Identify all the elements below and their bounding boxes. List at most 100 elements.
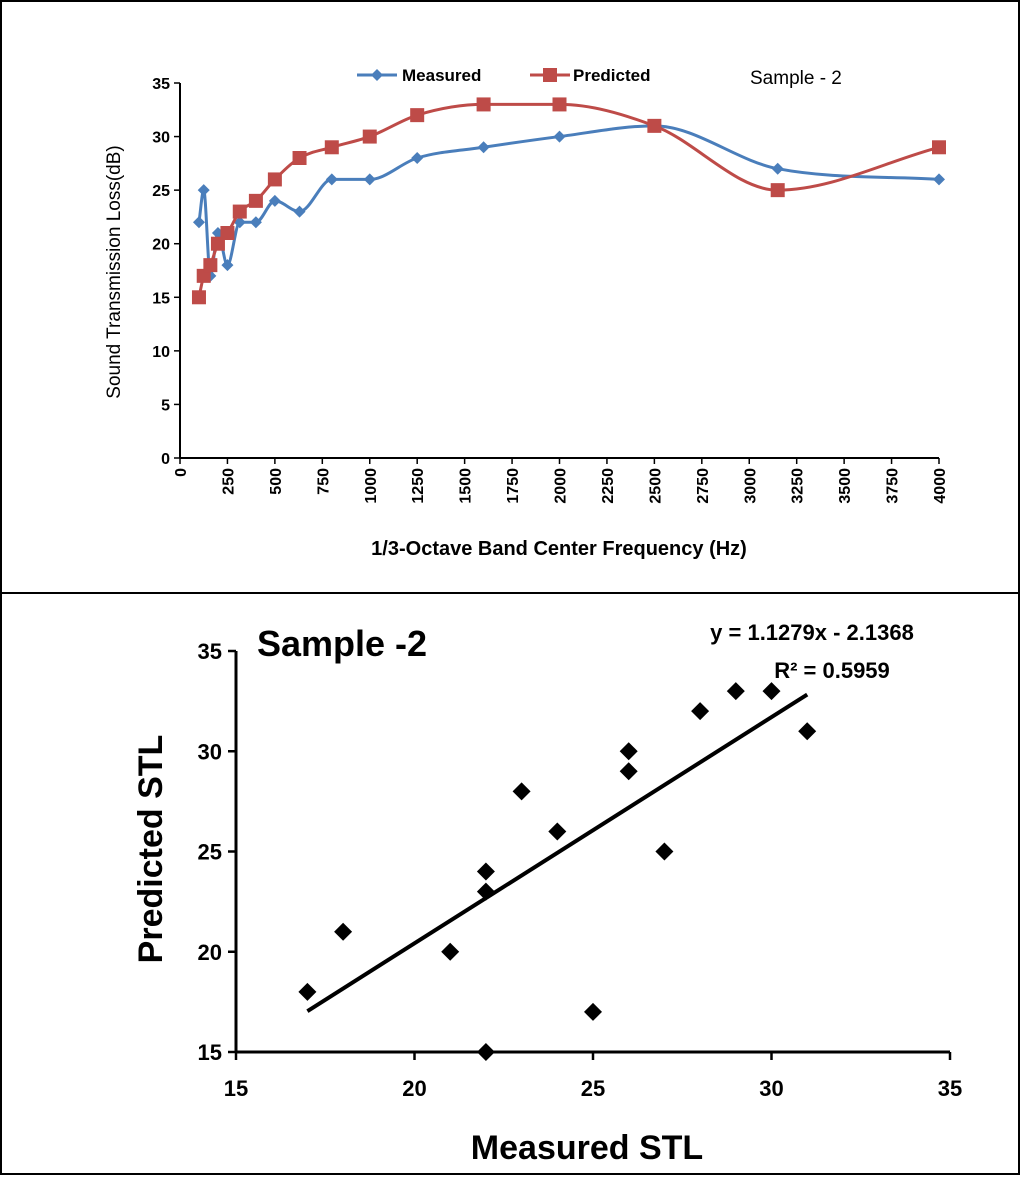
data-point-measured xyxy=(553,130,566,143)
data-point xyxy=(512,782,531,801)
y-axis-title: Sound Transmission Loss(dB) xyxy=(104,145,125,398)
data-point-predicted xyxy=(476,97,491,112)
x-tick-label: 750 xyxy=(315,468,332,495)
data-point-predicted xyxy=(191,290,206,305)
trendline xyxy=(306,692,809,1013)
data-point xyxy=(619,742,638,761)
y-tick-label: 0 xyxy=(161,451,170,468)
data-point-predicted xyxy=(770,183,785,198)
data-point-measured xyxy=(771,162,784,175)
data-point xyxy=(334,922,353,941)
data-point-measured xyxy=(233,216,246,229)
data-point-predicted xyxy=(552,97,567,112)
y-tick-label: 35 xyxy=(198,639,222,664)
data-point-predicted xyxy=(203,258,218,273)
data-point-measured xyxy=(197,184,210,197)
data-point-predicted xyxy=(232,204,247,219)
data-point-predicted xyxy=(196,268,211,283)
data-point-measured xyxy=(933,173,945,186)
data-point xyxy=(655,842,674,861)
x-tick-label: 1000 xyxy=(363,468,380,504)
legend-marker-measured xyxy=(371,69,383,81)
data-point-predicted xyxy=(220,226,235,240)
x-tick-label: 35 xyxy=(938,1076,962,1101)
x-tick-label: 1250 xyxy=(410,468,427,504)
y-tick-label: 15 xyxy=(152,290,170,307)
x-tick-label: 2250 xyxy=(600,468,617,504)
legend-label-measured: Measured xyxy=(402,66,481,85)
y-axis-title: Predicted STL xyxy=(132,735,170,964)
y-tick-label: 25 xyxy=(152,183,170,200)
y-tick-label: 30 xyxy=(152,130,170,147)
data-point-measured xyxy=(192,216,205,229)
y-tick-label: 30 xyxy=(198,739,222,764)
data-point-predicted xyxy=(324,140,339,155)
data-point xyxy=(762,682,781,701)
data-point xyxy=(476,1043,495,1061)
x-tick-label: 30 xyxy=(759,1076,783,1101)
data-point-measured xyxy=(249,216,262,229)
data-point xyxy=(441,942,460,961)
data-point xyxy=(548,822,567,841)
data-point-measured xyxy=(411,152,424,164)
data-point-predicted xyxy=(248,193,263,208)
legend-label-predicted: Predicted xyxy=(573,66,650,85)
data-point xyxy=(798,722,817,741)
data-point xyxy=(476,882,495,901)
data-point-predicted xyxy=(267,172,282,187)
x-tick-label: 25 xyxy=(581,1076,605,1101)
x-tick-label: 500 xyxy=(268,468,285,495)
data-point xyxy=(691,702,710,721)
data-point-predicted xyxy=(292,151,307,165)
data-point-measured xyxy=(477,141,490,154)
x-tick-label: 2500 xyxy=(647,468,664,504)
chart-title: Sample - 2 xyxy=(750,68,842,89)
data-point xyxy=(726,682,745,701)
data-point xyxy=(476,862,495,881)
x-tick-label: 3250 xyxy=(790,468,807,504)
y-tick-label: 5 xyxy=(161,397,170,414)
data-point-predicted xyxy=(210,236,225,251)
x-tick-label: 0 xyxy=(173,468,190,477)
y-tick-label: 20 xyxy=(198,940,222,965)
x-tick-label: 3500 xyxy=(837,468,854,504)
x-tick-label: 20 xyxy=(402,1076,426,1101)
y-tick-label: 35 xyxy=(152,76,170,93)
top-chart-panel: 0 5 10 15 20 25 30 35 0 250 500 750 1000 1250 1500 1750… xyxy=(0,0,1020,594)
x-tick-label: 3000 xyxy=(742,468,759,504)
data-point-measured xyxy=(221,259,234,272)
line-chart: 0 5 10 15 20 25 30 35 0 250 500 750 1000 1250 1500 1750… xyxy=(104,66,949,560)
x-tick-label: 4000 xyxy=(932,468,949,504)
trendline-r2: R² = 0.5959 xyxy=(774,658,890,683)
data-point-predicted xyxy=(932,140,946,155)
bottom-chart-panel: 15 20 25 30 35 15 20 25 30 35 Measured STL Predicte… xyxy=(0,592,1020,1175)
y-tick-label: 10 xyxy=(152,344,170,361)
y-tick-label: 20 xyxy=(152,237,170,254)
chart-title: Sample -2 xyxy=(257,623,427,664)
x-tick-label: 250 xyxy=(220,468,237,495)
y-tick-label: 25 xyxy=(198,840,222,865)
x-tick-label: 2000 xyxy=(553,468,570,504)
x-tick-label: 2750 xyxy=(695,468,712,504)
trendline-equation: y = 1.1279x - 2.1368 xyxy=(710,620,914,645)
x-axis-title: 1/3-Octave Band Center Frequency (Hz) xyxy=(371,538,747,560)
data-point xyxy=(298,982,317,1001)
legend-marker-predicted xyxy=(543,68,557,82)
data-point-predicted xyxy=(410,108,425,123)
x-axis-title: Measured STL xyxy=(471,1129,703,1167)
data-point xyxy=(619,762,638,781)
y-tick-label: 15 xyxy=(198,1040,222,1065)
scatter-chart: 15 20 25 30 35 15 20 25 30 35 Measured STL Predicte… xyxy=(132,620,962,1167)
series-line-predicted xyxy=(197,102,940,298)
data-point-predicted xyxy=(362,129,377,144)
data-point-predicted xyxy=(647,118,662,133)
data-point-measured xyxy=(363,173,376,186)
data-point-measured xyxy=(268,194,281,207)
data-point-measured xyxy=(293,205,306,218)
data-point xyxy=(584,1002,602,1021)
x-tick-label: 15 xyxy=(224,1076,248,1101)
series-line-measured xyxy=(197,124,940,278)
x-tick-label: 3750 xyxy=(885,468,902,504)
data-point-measured xyxy=(325,173,338,186)
